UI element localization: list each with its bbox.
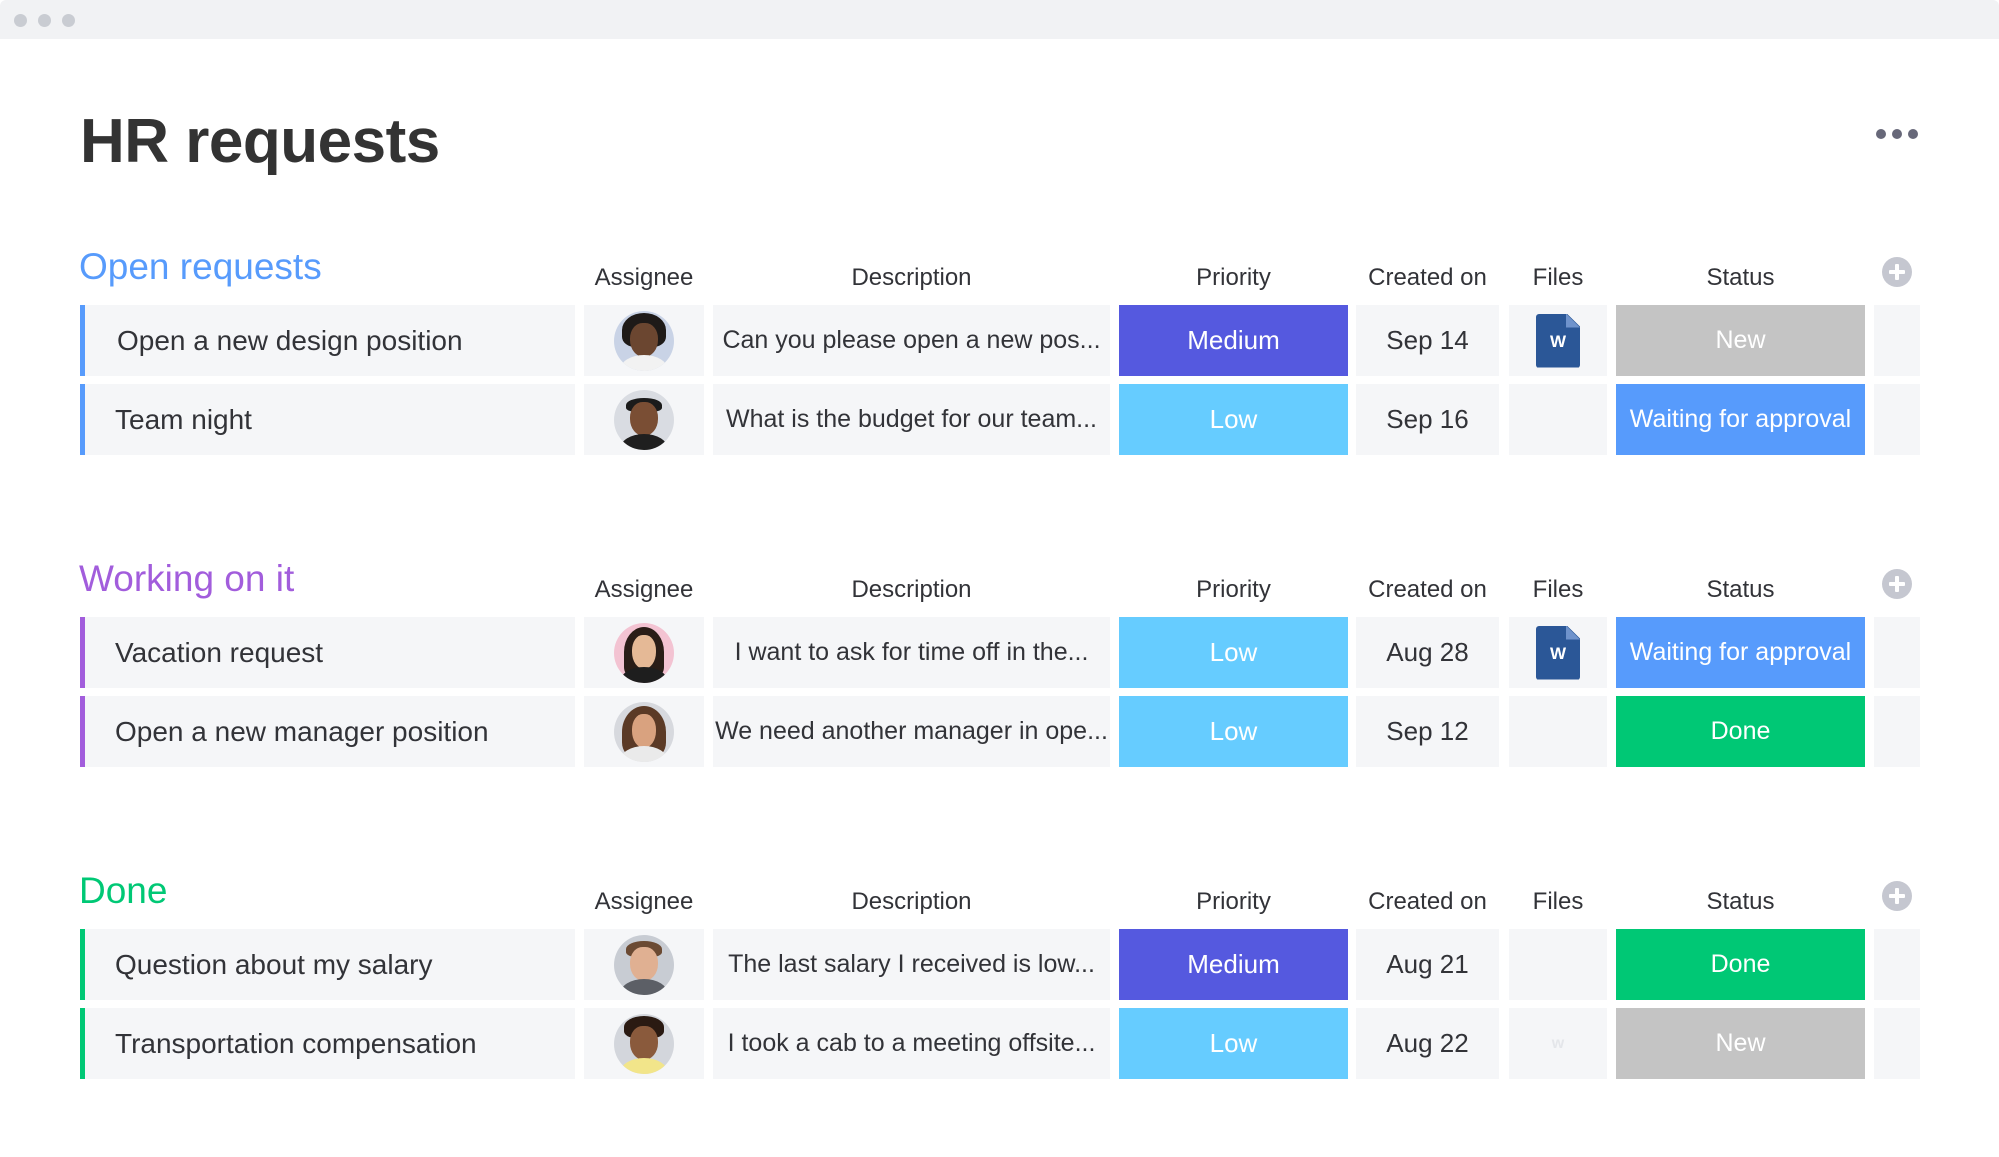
assignee-cell[interactable] xyxy=(584,384,704,455)
priority-label[interactable]: Low xyxy=(1119,696,1348,767)
column-header-description[interactable]: Description xyxy=(851,888,972,915)
description-cell[interactable]: We need another manager in ope... xyxy=(713,696,1110,767)
item-name[interactable]: Team night xyxy=(80,384,575,455)
item-name[interactable]: Open a new design position xyxy=(80,305,575,376)
group-title[interactable]: Done xyxy=(79,870,168,911)
row-extra-cell xyxy=(1874,1008,1920,1079)
files-cell[interactable] xyxy=(1509,384,1607,455)
add-column-icon[interactable] xyxy=(1882,257,1912,287)
column-header-description[interactable]: Description xyxy=(851,576,972,603)
column-header-files[interactable]: Files xyxy=(1532,264,1584,291)
table-row: Open a new manager position We need anot… xyxy=(0,696,1999,767)
item-name[interactable]: Transportation compensation xyxy=(80,1008,575,1079)
word-document-icon[interactable]: W xyxy=(1536,313,1580,368)
created-date[interactable]: Sep 12 xyxy=(1356,696,1499,767)
assignee-cell[interactable] xyxy=(584,1008,704,1079)
window-minimize-dot[interactable] xyxy=(38,14,51,27)
avatar-woman-curly-hair-icon xyxy=(614,310,674,371)
avatar-man-beard-icon xyxy=(614,389,674,450)
description-cell[interactable]: Can you please open a new pos... xyxy=(713,305,1110,376)
window-titlebar xyxy=(0,0,1999,39)
priority-label[interactable]: Low xyxy=(1119,1008,1348,1079)
row-extra-cell xyxy=(1874,929,1920,1000)
description-cell[interactable]: I want to ask for time off in the... xyxy=(713,617,1110,688)
window-close-dot[interactable] xyxy=(14,14,27,27)
item-name[interactable]: Vacation request xyxy=(80,617,575,688)
priority-label[interactable]: Low xyxy=(1119,384,1348,455)
column-header-assignee[interactable]: Assignee xyxy=(594,576,694,603)
description-cell[interactable]: The last salary I received is low... xyxy=(713,929,1110,1000)
column-header-status[interactable]: Status xyxy=(1706,888,1775,915)
column-header-priority[interactable]: Priority xyxy=(1196,576,1271,603)
add-column-icon[interactable] xyxy=(1882,881,1912,911)
priority-label[interactable]: Medium xyxy=(1119,305,1348,376)
column-header-status[interactable]: Status xyxy=(1706,576,1775,603)
assignee-cell[interactable] xyxy=(584,696,704,767)
created-date[interactable]: Aug 21 xyxy=(1356,929,1499,1000)
column-header-assignee[interactable]: Assignee xyxy=(594,888,694,915)
column-header-files[interactable]: Files xyxy=(1532,576,1584,603)
files-cell[interactable]: w xyxy=(1509,1008,1607,1079)
column-header-description[interactable]: Description xyxy=(851,264,972,291)
created-date[interactable]: Aug 28 xyxy=(1356,617,1499,688)
column-header-status[interactable]: Status xyxy=(1706,264,1775,291)
page-title: HR requests xyxy=(80,107,440,176)
files-cell[interactable] xyxy=(1509,696,1607,767)
group-title[interactable]: Working on it xyxy=(79,558,295,599)
add-column-icon[interactable] xyxy=(1882,569,1912,599)
faint-file-icon[interactable]: w xyxy=(1551,1034,1565,1052)
description-cell[interactable]: What is the budget for our team... xyxy=(713,384,1110,455)
created-date[interactable]: Aug 22 xyxy=(1356,1008,1499,1079)
item-name[interactable]: Open a new manager position xyxy=(80,696,575,767)
table-row: Open a new design position Can you pleas… xyxy=(0,305,1999,376)
column-header-priority[interactable]: Priority xyxy=(1196,264,1271,291)
row-extra-cell xyxy=(1874,305,1920,376)
column-header-assignee[interactable]: Assignee xyxy=(594,264,694,291)
description-cell[interactable]: I took a cab to a meeting offsite... xyxy=(713,1008,1110,1079)
status-label[interactable]: New xyxy=(1616,1008,1865,1079)
row-extra-cell xyxy=(1874,384,1920,455)
assignee-cell[interactable] xyxy=(584,305,704,376)
status-label[interactable]: New xyxy=(1616,305,1865,376)
status-label[interactable]: Done xyxy=(1616,929,1865,1000)
group-title[interactable]: Open requests xyxy=(79,246,322,287)
files-cell[interactable]: W xyxy=(1509,617,1607,688)
row-extra-cell xyxy=(1874,617,1920,688)
files-cell[interactable] xyxy=(1509,929,1607,1000)
created-date[interactable]: Sep 16 xyxy=(1356,384,1499,455)
assignee-cell[interactable] xyxy=(584,929,704,1000)
status-label[interactable]: Waiting for approval xyxy=(1616,617,1865,688)
column-header-files[interactable]: Files xyxy=(1532,888,1584,915)
column-header-created-on[interactable]: Created on xyxy=(1368,576,1487,603)
status-label[interactable]: Done xyxy=(1616,696,1865,767)
row-extra-cell xyxy=(1874,696,1920,767)
assignee-cell[interactable] xyxy=(584,617,704,688)
window-maximize-dot[interactable] xyxy=(62,14,75,27)
avatar-man-curly-hair-icon xyxy=(614,1013,674,1074)
table-row: Team night What is the budget for our te… xyxy=(0,384,1999,455)
item-name[interactable]: Question about my salary xyxy=(80,929,575,1000)
column-header-created-on[interactable]: Created on xyxy=(1368,264,1487,291)
priority-label[interactable]: Low xyxy=(1119,617,1348,688)
table-row: Vacation request I want to ask for time … xyxy=(0,617,1999,688)
table-row: Transportation compensation I took a cab… xyxy=(0,1008,1999,1079)
column-header-created-on[interactable]: Created on xyxy=(1368,888,1487,915)
table-row: Question about my salary The last salary… xyxy=(0,929,1999,1000)
word-document-icon[interactable]: W xyxy=(1536,625,1580,680)
status-label[interactable]: Waiting for approval xyxy=(1616,384,1865,455)
avatar-woman-dark-hair-icon xyxy=(614,622,674,683)
more-options-icon[interactable] xyxy=(1872,122,1922,146)
files-cell[interactable]: W xyxy=(1509,305,1607,376)
created-date[interactable]: Sep 14 xyxy=(1356,305,1499,376)
avatar-man-short-hair-icon xyxy=(614,934,674,995)
priority-label[interactable]: Medium xyxy=(1119,929,1348,1000)
column-header-priority[interactable]: Priority xyxy=(1196,888,1271,915)
avatar-woman-long-hair-icon xyxy=(614,701,674,762)
